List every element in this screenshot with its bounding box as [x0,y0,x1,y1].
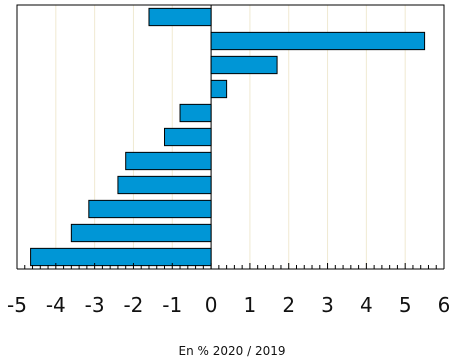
x-tick-label: 5 [399,293,412,317]
x-tick-label: 0 [205,293,218,317]
bar [117,175,212,195]
bar [148,7,212,27]
bar [30,247,212,267]
x-axis-title: En % 2020 / 2019 [179,344,286,358]
x-tick-label: -3 [85,293,105,317]
x-axis: -5 -4 -3 -2 -1 0 1 2 3 4 5 6 [7,263,449,317]
bar [210,31,426,51]
bar [164,127,212,147]
x-tick-label: -2 [123,293,143,317]
bar [179,103,212,123]
x-tick-label: -4 [46,293,66,317]
x-tick-label: 4 [360,293,373,317]
bar [125,151,212,171]
x-tick-label: 2 [282,293,295,317]
x-tick-label: 3 [321,293,334,317]
plot-border [16,4,445,269]
x-tick-label: 6 [438,293,449,317]
bar [70,223,212,243]
x-tick-label: -5 [7,293,27,317]
chart-bars [30,7,426,267]
x-tick-label: 1 [244,293,257,317]
bar [210,79,228,99]
bar [210,55,278,75]
x-tick-label: -1 [162,293,182,317]
bar [88,199,212,219]
